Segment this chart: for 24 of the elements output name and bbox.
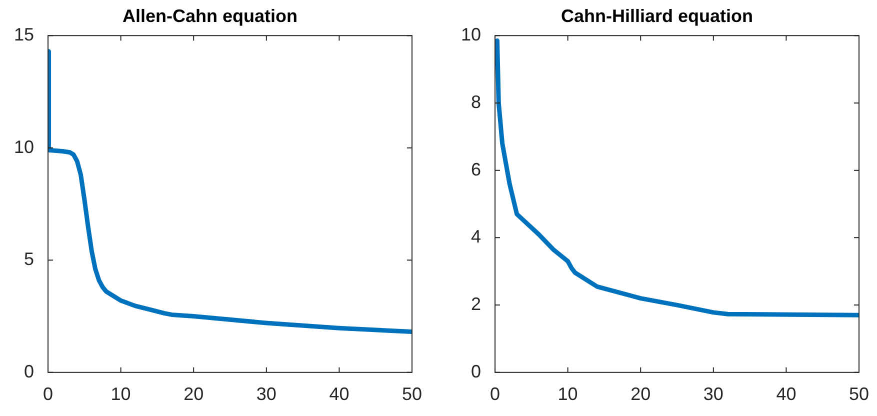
- y-tick-label: 0: [24, 361, 34, 382]
- x-tick-label: 50: [402, 384, 422, 404]
- x-tick-label: 50: [848, 384, 870, 404]
- x-tick-label: 40: [329, 384, 350, 404]
- y-tick-label: 2: [471, 294, 482, 314]
- x-tick-label: 30: [703, 384, 724, 404]
- chart-title: Cahn-Hilliard equation: [560, 6, 754, 26]
- x-tick-label: 20: [630, 384, 651, 404]
- x-tick-label: 10: [110, 384, 131, 404]
- chart-title: Allen-Cahn equation: [122, 6, 298, 26]
- x-tick-label: 40: [776, 384, 796, 404]
- x-tick-label: 0: [490, 384, 500, 404]
- x-tick-label: 0: [43, 384, 54, 404]
- x-tick-label: 20: [184, 384, 204, 404]
- y-tick-label: 8: [471, 92, 482, 112]
- y-tick-label: 0: [471, 361, 482, 382]
- y-tick-label: 15: [14, 24, 34, 45]
- y-tick-label: 10: [460, 24, 482, 45]
- y-tick-label: 10: [14, 136, 34, 157]
- x-tick-label: 10: [558, 384, 578, 404]
- y-tick-label: 5: [24, 249, 34, 270]
- y-tick-label: 4: [471, 226, 482, 247]
- x-tick-label: 30: [256, 384, 276, 404]
- y-tick-label: 6: [471, 159, 482, 180]
